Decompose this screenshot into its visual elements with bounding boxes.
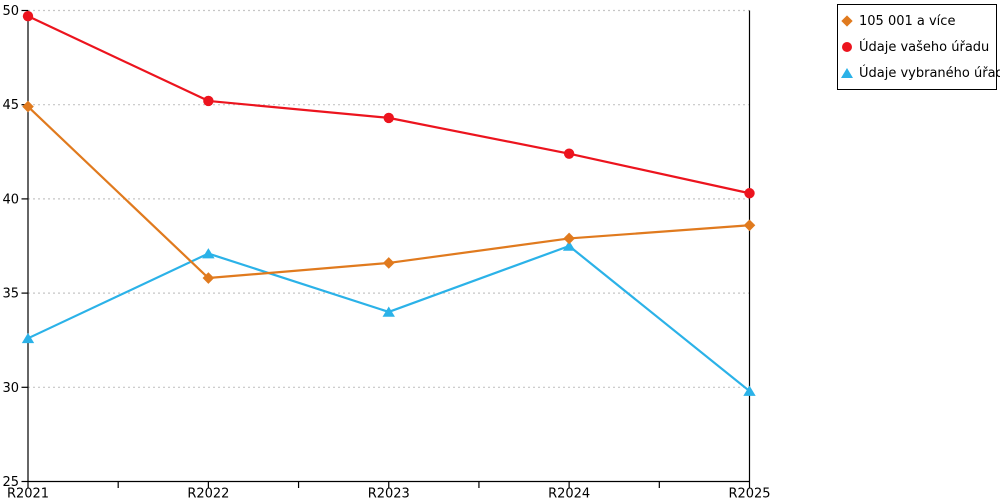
diamond-marker bbox=[382, 257, 395, 269]
circle-marker bbox=[383, 112, 394, 124]
series-line-diamond bbox=[27, 105, 750, 280]
y-tick-label: 50 bbox=[2, 4, 19, 19]
diamond-marker-icon bbox=[841, 15, 853, 27]
legend-marker-cell bbox=[840, 15, 854, 27]
circle-marker bbox=[22, 10, 34, 22]
legend-marker-cell bbox=[840, 42, 854, 52]
x-tick-label: R2024 bbox=[548, 487, 590, 500]
circle-marker bbox=[563, 148, 575, 159]
x-tick-label: R2025 bbox=[728, 487, 770, 500]
x-tick-label: R2021 bbox=[7, 487, 49, 500]
triangle-marker bbox=[21, 332, 35, 344]
diamond-marker bbox=[202, 272, 215, 284]
legend-marker-cell bbox=[840, 68, 854, 78]
legend-item-105-001-a-vice: 105 001 a více bbox=[840, 8, 994, 34]
circle-marker bbox=[203, 95, 214, 107]
legend-item-udaje-vybraneho-uradu: Údaje vybraného úřadu bbox=[840, 60, 1000, 86]
triangle-marker bbox=[743, 385, 756, 396]
triangle-marker bbox=[562, 240, 576, 251]
triangle-marker-icon bbox=[841, 68, 853, 78]
triangle-marker bbox=[382, 306, 395, 317]
circle-marker-icon bbox=[842, 42, 852, 52]
y-tick-label: 40 bbox=[2, 192, 19, 207]
y-tick-label: 30 bbox=[2, 381, 19, 396]
diamond-marker bbox=[22, 100, 34, 113]
y-tick-label: 45 bbox=[2, 98, 19, 113]
y-tick-label: 25 bbox=[2, 475, 19, 490]
x-tick-label: R2023 bbox=[368, 487, 410, 500]
legend: 105 001 a více Údaje vašeho úřadu Údaje … bbox=[837, 4, 1000, 90]
circle-marker bbox=[744, 188, 755, 199]
diamond-marker bbox=[563, 232, 575, 245]
diamond-marker bbox=[743, 219, 756, 232]
legend-label: Údaje vašeho úřadu bbox=[859, 39, 990, 55]
legend-label: 105 001 a více bbox=[859, 13, 956, 29]
x-tick-label: R2022 bbox=[187, 487, 229, 500]
triangle-marker bbox=[202, 248, 215, 259]
y-tick-label: 35 bbox=[2, 287, 19, 302]
legend-item-udaje-vaseho-uradu: Údaje vašeho úřadu bbox=[840, 34, 994, 60]
legend-label: Údaje vybraného úřadu bbox=[859, 65, 1000, 81]
